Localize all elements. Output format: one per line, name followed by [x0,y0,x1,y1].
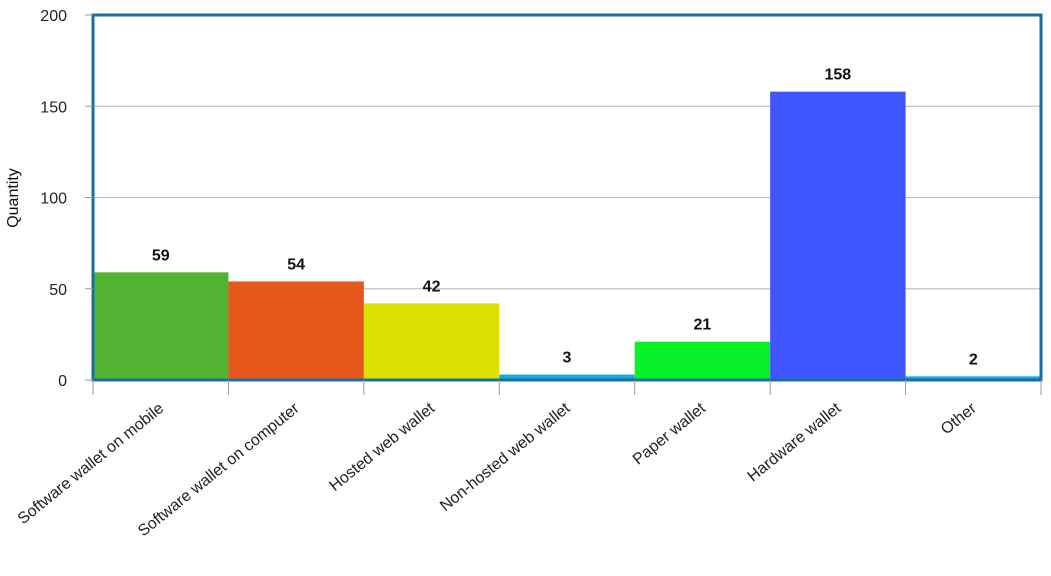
x-category-label: Software wallet on computer [135,399,303,540]
bar-value-label: 21 [694,317,712,334]
y-tick-label: 0 [58,373,67,390]
bar [905,376,1041,380]
y-tick-label: 100 [40,191,67,208]
y-tick-label: 50 [49,282,67,299]
value-labels: 59 54 42 3 21 158 2 [152,67,978,369]
bar-value-label: 54 [287,256,305,273]
bar-value-label: 59 [152,247,170,264]
x-axis-ticks [92,380,1042,395]
bar [770,91,906,381]
bar [499,374,635,380]
x-category-label: Paper wallet [630,400,710,469]
bar-value-label: 2 [969,351,978,368]
x-category-label: Software wallet on mobile [15,400,167,528]
bar-value-label: 158 [825,67,852,84]
bar [363,303,500,380]
y-axis-tick-labels: 0 50 100 150 200 [40,8,93,390]
y-tick-label: 150 [40,99,67,116]
bar [634,341,771,380]
bar [228,281,364,380]
bar-value-label: 42 [423,278,441,295]
x-category-label: Hardware wallet [745,400,845,486]
bar [93,272,229,380]
x-category-label: Other [938,399,980,438]
y-tick-label: 200 [40,8,67,25]
bar-value-label: 3 [563,350,572,367]
x-category-label: Non-hosted web wallet [437,400,574,515]
y-axis-title: Quantity [5,168,22,228]
x-category-label: Hosted web wallet [326,400,438,495]
bars [93,91,1041,381]
